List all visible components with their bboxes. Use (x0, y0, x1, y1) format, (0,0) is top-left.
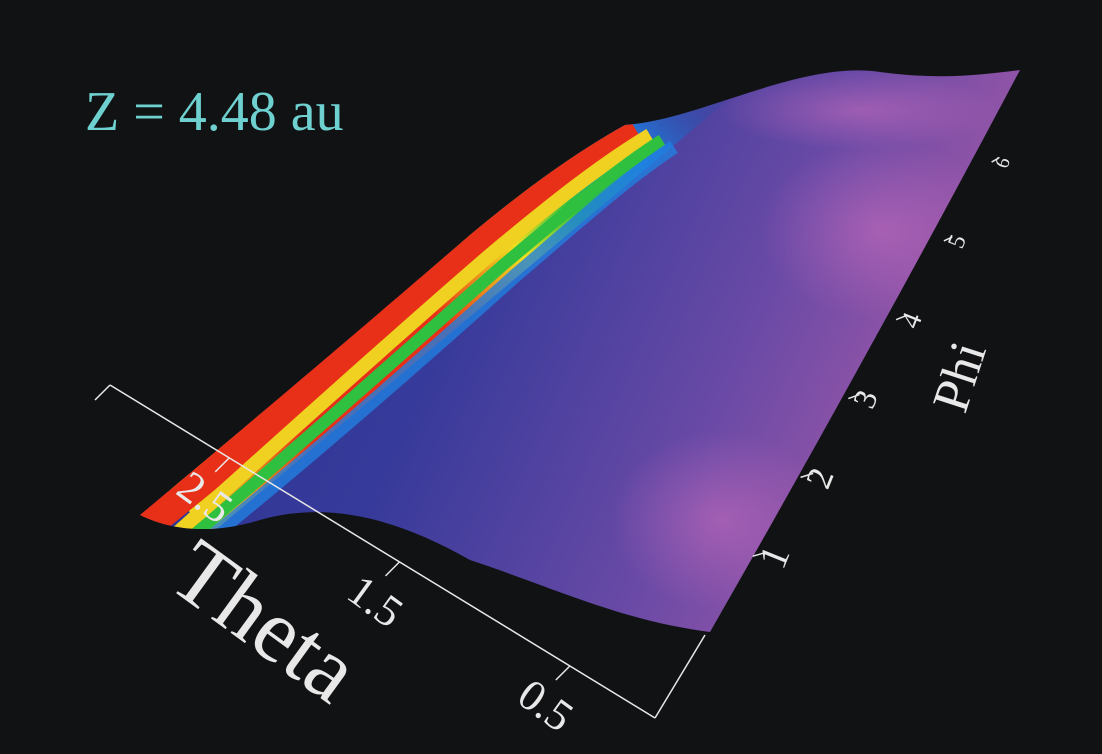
y-tick (895, 315, 907, 321)
y-tick-label: 2 (798, 462, 842, 494)
x-axis-label: Theta (153, 521, 377, 722)
axis-corner (94, 384, 111, 401)
y-axis-label: Phi (922, 335, 998, 419)
x-tick (385, 561, 401, 577)
y-axis-line (654, 634, 706, 719)
x-tick (555, 665, 571, 681)
y-tick (800, 472, 814, 479)
x-tick-label: 0.5 (509, 669, 582, 741)
annotation: Z = 4.48 au (85, 81, 344, 143)
y-tick-label: 6 (991, 154, 1015, 172)
y-tick (848, 393, 860, 400)
y-tick-label: 5 (943, 231, 972, 252)
x-axis-line (109, 384, 656, 719)
y-tick (752, 551, 767, 557)
y-tick (943, 236, 953, 242)
y-tick-label: 1 (749, 539, 798, 574)
x-tick (214, 457, 230, 473)
y-tick-label: 3 (845, 385, 884, 413)
y-tick (991, 157, 999, 163)
y-tick-label: 4 (895, 308, 929, 333)
